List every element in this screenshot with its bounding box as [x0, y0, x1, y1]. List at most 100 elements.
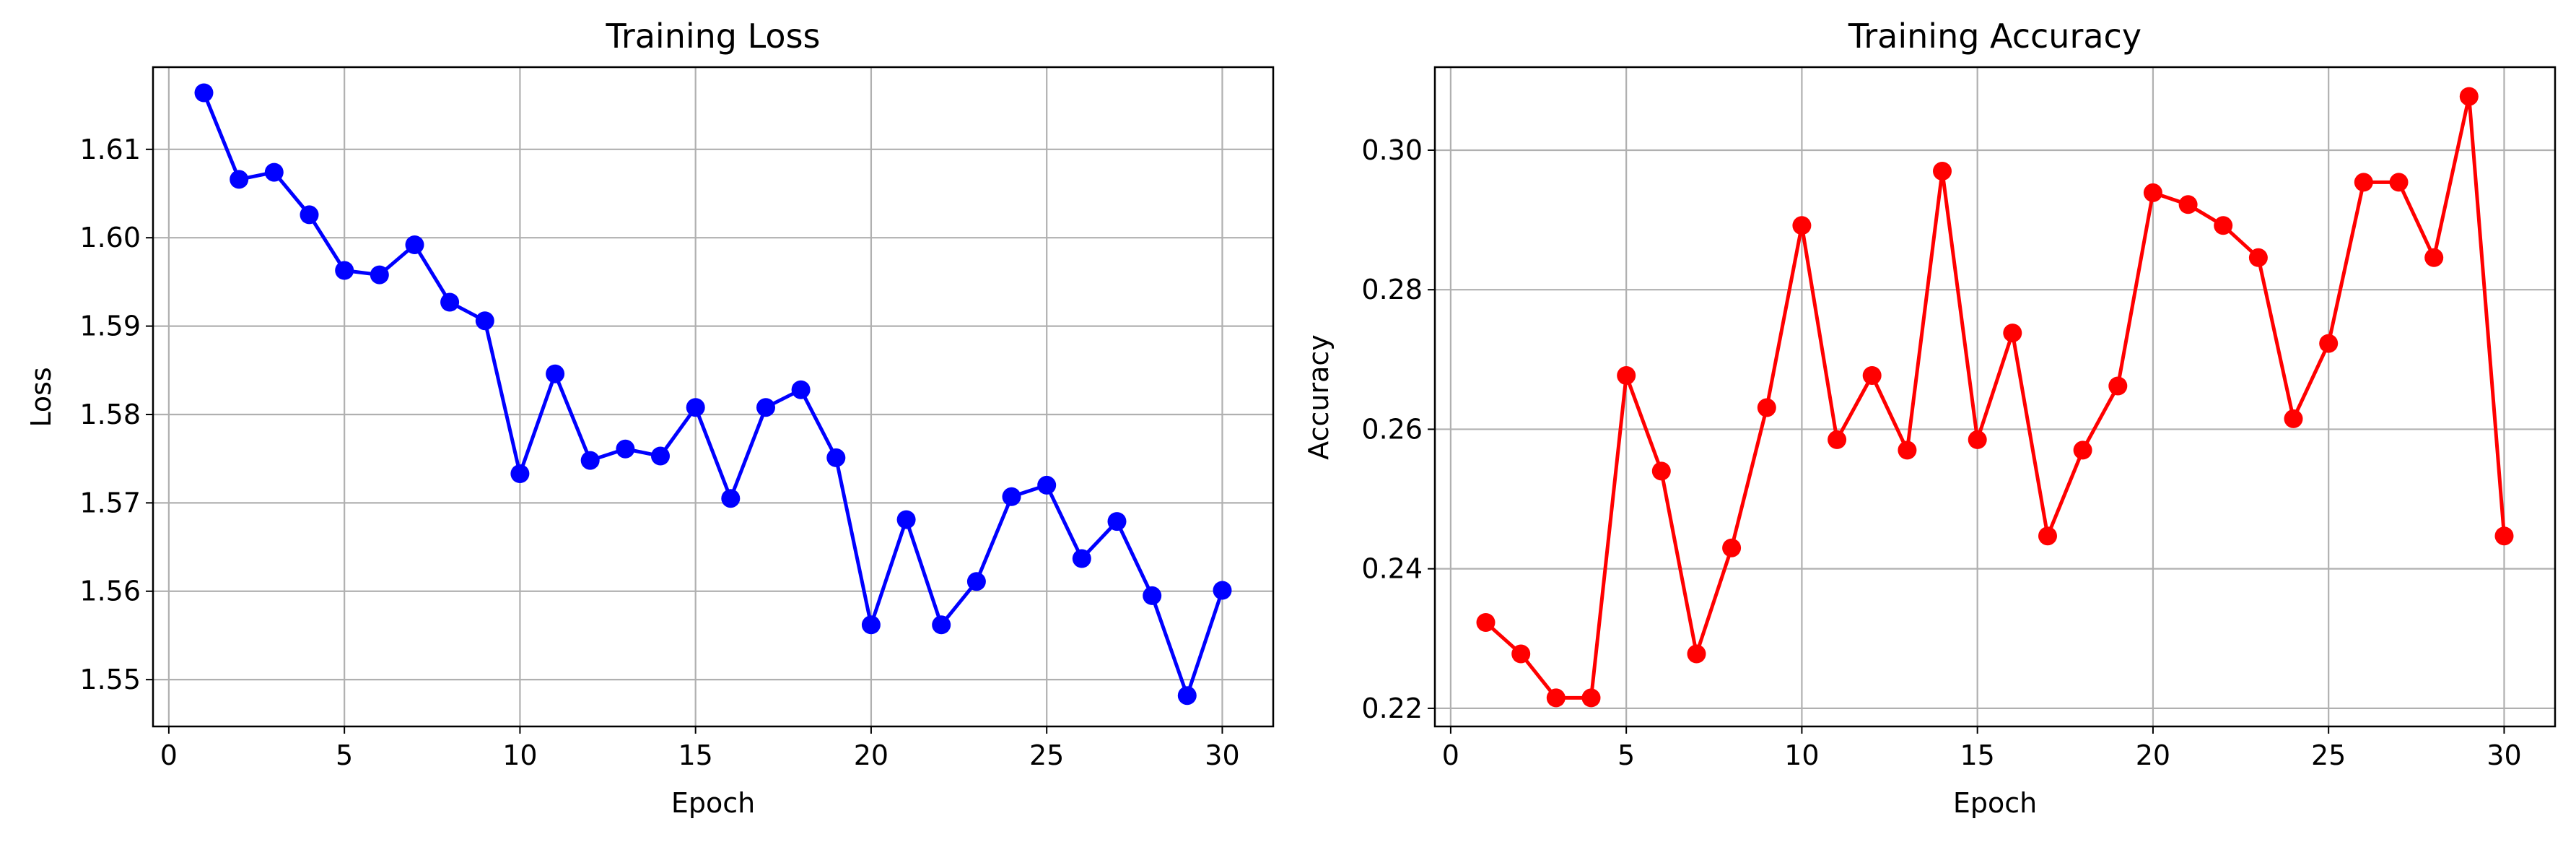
- accuracy-x-tick-label: 0: [1442, 739, 1459, 771]
- accuracy-data-point: [1722, 538, 1742, 557]
- accuracy-data-point: [2178, 195, 2198, 214]
- loss-data-point: [475, 311, 494, 331]
- accuracy-data-point: [1511, 644, 1531, 664]
- loss-x-axis-label: Epoch: [671, 787, 755, 819]
- loss-y-tick-label: 1.59: [79, 311, 141, 342]
- accuracy-grid: [1435, 67, 2555, 726]
- loss-data-point: [230, 170, 249, 189]
- loss-y-tick-label: 1.57: [79, 487, 141, 518]
- accuracy-y-ticks: 0.22 0.24 0.26 0.28 0.30: [1361, 134, 1435, 724]
- loss-x-tick-label: 25: [1029, 739, 1064, 771]
- accuracy-y-tick-label: 0.22: [1361, 693, 1423, 724]
- accuracy-chart-panel: 0 5 10 15 20 25 30 0.22 0.24 0.26 0.28 0.30 Traini…: [1303, 17, 2557, 819]
- loss-data-point: [756, 398, 775, 417]
- loss-data-point: [1177, 686, 1197, 706]
- accuracy-data-point: [1792, 216, 1812, 235]
- accuracy-data-point: [1651, 461, 1671, 481]
- loss-data-point: [370, 265, 389, 285]
- accuracy-data-point: [1687, 644, 1706, 664]
- loss-data-point: [1072, 549, 1091, 568]
- accuracy-data-point: [2143, 183, 2162, 202]
- accuracy-x-tick-label: 20: [2136, 739, 2170, 771]
- loss-y-tick-label: 1.55: [79, 664, 141, 695]
- loss-data-point: [932, 615, 951, 635]
- loss-data-point: [264, 162, 284, 182]
- loss-data-point: [1107, 512, 1127, 531]
- accuracy-data-point: [2319, 334, 2339, 353]
- accuracy-y-tick-label: 0.30: [1361, 134, 1423, 166]
- loss-x-tick-label: 20: [854, 739, 888, 771]
- loss-data-point: [405, 235, 424, 254]
- accuracy-data-point: [1862, 366, 1882, 385]
- loss-plot-frame: [152, 66, 1275, 728]
- accuracy-data-point: [2424, 248, 2444, 267]
- accuracy-x-tick-label: 10: [1784, 739, 1819, 771]
- accuracy-data-point: [2459, 87, 2479, 106]
- loss-x-ticks: 0 5 10 15 20 25 30: [160, 726, 1240, 771]
- loss-data-point: [721, 489, 741, 508]
- loss-data-point: [1143, 586, 1162, 605]
- accuracy-data-point: [1828, 430, 1847, 449]
- accuracy-data-point: [2389, 173, 2409, 192]
- loss-data-point: [616, 439, 635, 459]
- loss-data-point: [1037, 475, 1057, 495]
- accuracy-data-point: [2214, 216, 2233, 235]
- accuracy-data-point: [2038, 526, 2057, 546]
- accuracy-x-tick-label: 30: [2487, 739, 2521, 771]
- accuracy-data-point: [2284, 409, 2303, 428]
- loss-y-tick-label: 1.60: [79, 222, 141, 253]
- loss-x-tick-label: 30: [1205, 739, 1239, 771]
- loss-x-tick-label: 0: [160, 739, 178, 771]
- loss-y-tick-label: 1.61: [79, 134, 141, 165]
- loss-y-tick-label: 1.56: [79, 576, 141, 607]
- loss-data-point: [896, 510, 916, 529]
- accuracy-data-point: [1933, 162, 1952, 181]
- accuracy-data-point: [1617, 366, 1636, 385]
- loss-data-point: [686, 398, 705, 417]
- accuracy-data-point: [2073, 440, 2092, 460]
- loss-data-point: [440, 292, 460, 312]
- accuracy-x-axis-label: Epoch: [1953, 787, 2037, 819]
- loss-x-tick-label: 15: [678, 739, 712, 771]
- accuracy-x-tick-label: 25: [2311, 739, 2346, 771]
- accuracy-data-point: [2003, 324, 2022, 343]
- accuracy-data-point: [1898, 440, 1917, 460]
- loss-data-point: [826, 448, 846, 467]
- accuracy-data-point: [1968, 430, 1987, 449]
- loss-data-point: [510, 464, 530, 483]
- accuracy-data-point: [2354, 173, 2373, 192]
- loss-x-tick-label: 10: [502, 739, 537, 771]
- accuracy-data-point: [1581, 688, 1601, 708]
- accuracy-data-point: [2494, 526, 2514, 546]
- accuracy-y-tick-label: 0.24: [1361, 553, 1423, 585]
- loss-data-point: [1213, 581, 1232, 600]
- loss-data-point: [194, 83, 214, 103]
- accuracy-chart-title: Training Accuracy: [1848, 17, 2141, 56]
- loss-data-point: [546, 364, 565, 383]
- accuracy-y-tick-label: 0.28: [1361, 274, 1423, 305]
- loss-data-point: [791, 380, 811, 399]
- loss-y-axis-label: Loss: [25, 367, 57, 427]
- loss-chart-title: Training Loss: [605, 17, 820, 56]
- loss-data-point: [651, 446, 670, 466]
- accuracy-x-ticks: 0 5 10 15 20 25 30: [1442, 726, 2522, 771]
- accuracy-series-markers: [1476, 87, 2514, 708]
- loss-chart-panel: 0 5 10 15 20 25 30 1.55 1.56 1.57 1.58 1.59 1.60 1.6…: [25, 17, 1275, 819]
- loss-data-point: [1002, 487, 1021, 506]
- accuracy-data-point: [1476, 613, 1496, 632]
- loss-data-point: [966, 572, 986, 591]
- loss-y-ticks: 1.55 1.56 1.57 1.58 1.59 1.60 1.61: [79, 134, 153, 695]
- loss-grid: [153, 67, 1273, 726]
- loss-x-tick-label: 5: [336, 739, 353, 771]
- accuracy-y-tick-label: 0.26: [1361, 413, 1423, 445]
- accuracy-x-tick-label: 15: [1960, 739, 1994, 771]
- accuracy-data-point: [1757, 398, 1776, 417]
- loss-data-point: [580, 451, 600, 470]
- loss-data-point: [335, 261, 354, 280]
- accuracy-data-point: [1546, 688, 1566, 708]
- accuracy-y-axis-label: Accuracy: [1303, 334, 1335, 460]
- accuracy-line: [1484, 95, 2506, 700]
- loss-y-tick-label: 1.58: [79, 399, 141, 430]
- accuracy-x-tick-label: 5: [1617, 739, 1635, 771]
